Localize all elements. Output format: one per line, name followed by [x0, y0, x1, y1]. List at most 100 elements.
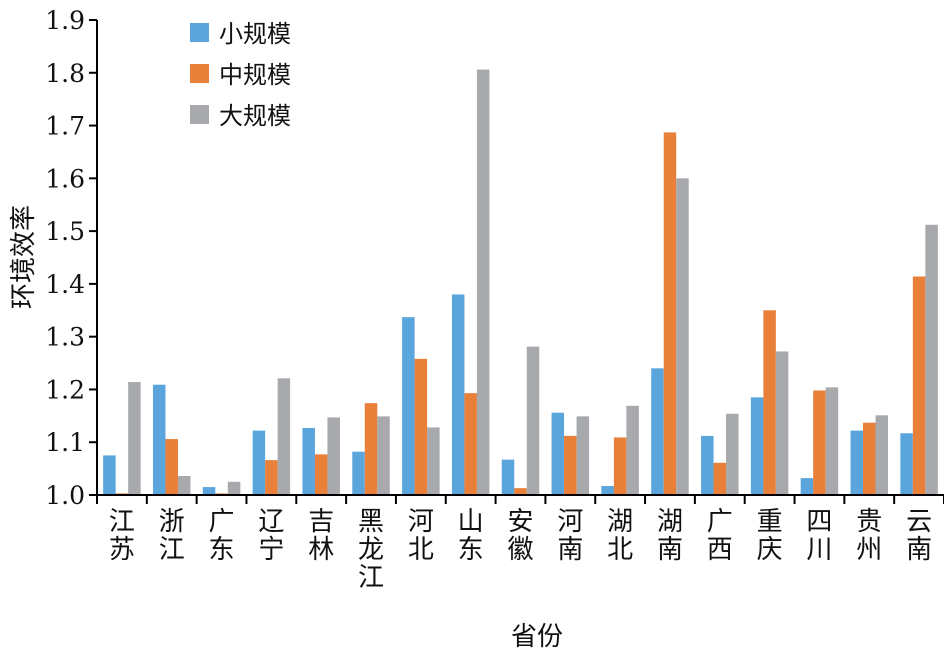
bar-小规模-四川	[800, 478, 814, 495]
svg-text:黑龙江: 黑龙江	[358, 507, 384, 593]
bar-小规模-贵州	[850, 430, 864, 495]
bar-小规模-广东	[202, 487, 216, 495]
y-tick-label: 1.5	[45, 217, 85, 246]
bar-大规模-辽宁	[277, 378, 291, 495]
x-tick-label: 安徽	[507, 507, 533, 565]
bar-小规模-山东	[451, 294, 465, 495]
bar-中规模-安徽	[514, 488, 527, 495]
svg-text:云南: 云南	[906, 507, 932, 565]
bar-大规模-江苏	[128, 382, 141, 495]
bar-中规模-四川	[813, 390, 826, 495]
bar-大规模-广东	[227, 481, 241, 495]
svg-text:贵州: 贵州	[856, 507, 882, 565]
bar-大规模-广西	[726, 413, 739, 495]
bar-大规模-安徽	[526, 346, 540, 495]
x-tick-label: 重庆	[757, 507, 783, 565]
bar-小规模-辽宁	[252, 430, 266, 495]
bar-小规模-湖南	[651, 368, 664, 495]
bar-中规模-辽宁	[265, 460, 278, 495]
legend-label: 大规模	[219, 102, 291, 130]
x-tick-label: 黑龙江	[358, 507, 384, 593]
bar-大规模-四川	[825, 387, 839, 495]
svg-text:四川: 四川	[806, 507, 832, 565]
bar-大规模-贵州	[875, 415, 889, 495]
bars-layer	[103, 69, 938, 496]
bar-大规模-湖南	[676, 178, 689, 496]
legend-label: 中规模	[219, 61, 291, 89]
axes-layer: 1.0 1.1 1.2 1.3 1.4 1.5 1.6 1.7 1.8 1.9 江苏浙江广东辽宁吉林…	[45, 6, 944, 593]
bar-中规模-湖南	[663, 132, 677, 495]
bar-小规模-安徽	[501, 459, 515, 495]
svg-text:江苏: 江苏	[109, 507, 135, 565]
legend-swatch-大规模	[190, 105, 209, 124]
x-tick-label: 湖北	[607, 507, 633, 565]
svg-text:河北: 河北	[408, 507, 434, 565]
x-axis-title: 省份	[511, 622, 563, 652]
legend-label: 小规模	[219, 20, 291, 48]
bar-中规模-河南	[564, 435, 577, 495]
bar-中规模-云南	[912, 276, 926, 495]
y-tick-label: 1.6	[45, 164, 85, 193]
bar-中规模-湖北	[613, 437, 627, 495]
bar-小规模-广西	[701, 435, 714, 495]
bar-大规模-河南	[576, 416, 590, 495]
x-tick-label: 贵州	[856, 507, 882, 565]
y-tick-label: 1.2	[45, 375, 85, 404]
bar-大规模-湖北	[626, 405, 639, 495]
y-tick-label: 1.1	[45, 428, 85, 457]
bar-小规模-河南	[551, 412, 565, 495]
x-tick-label: 浙江	[159, 507, 185, 565]
x-tick-label: 广西	[707, 507, 733, 565]
bar-大规模-浙江	[177, 476, 191, 495]
bar-小规模-湖北	[601, 486, 614, 495]
bar-大规模-河北	[427, 427, 440, 495]
bar-中规模-重庆	[763, 310, 776, 495]
y-tick-label: 1.8	[45, 59, 85, 88]
x-tick-label: 湖南	[657, 507, 683, 565]
bar-中规模-山东	[464, 393, 477, 495]
x-tick-label: 河南	[557, 507, 583, 565]
x-tick-label: 江苏	[109, 507, 135, 565]
svg-text:湖南: 湖南	[657, 507, 683, 565]
bar-大规模-黑龙江	[377, 416, 390, 495]
bar-小规模-黑龙江	[352, 451, 365, 495]
x-tick-label: 河北	[408, 507, 434, 565]
y-axis-title: 环境效率	[9, 205, 39, 309]
x-tick-label: 吉林	[308, 507, 334, 565]
x-tick-label: 云南	[906, 507, 932, 565]
svg-text:广东: 广东	[209, 507, 235, 565]
bar-大规模-云南	[925, 224, 938, 495]
svg-text:广西: 广西	[707, 507, 733, 565]
y-tick-label: 1.3	[45, 323, 85, 352]
y-tick-label: 1.9	[45, 6, 85, 35]
bar-中规模-黑龙江	[364, 403, 378, 495]
x-tick-label: 山东	[458, 507, 484, 565]
bar-小规模-云南	[900, 433, 913, 495]
svg-text:浙江: 浙江	[159, 507, 185, 565]
bar-小规模-江苏	[103, 455, 116, 495]
x-tick-label: 广东	[209, 507, 235, 565]
x-tick-label: 四川	[806, 507, 832, 565]
bar-小规模-吉林	[302, 427, 315, 495]
y-tick-label: 1.0	[45, 481, 85, 510]
svg-text:辽宁: 辽宁	[258, 507, 284, 565]
legend-swatch-小规模	[190, 23, 209, 42]
bar-小规模-浙江	[152, 384, 166, 495]
bar-小规模-重庆	[750, 397, 764, 495]
legend-swatch-中规模	[190, 64, 209, 83]
y-tick-label: 1.7	[45, 112, 85, 141]
svg-text:山东: 山东	[458, 507, 484, 565]
svg-text:安徽: 安徽	[507, 507, 533, 565]
svg-text:湖北: 湖北	[607, 507, 633, 565]
bar-中规模-广西	[713, 462, 727, 495]
bar-大规模-吉林	[327, 417, 340, 495]
bar-小规模-河北	[402, 317, 415, 495]
bar-大规模-山东	[476, 69, 490, 495]
bar-大规模-重庆	[775, 351, 789, 495]
bar-中规模-浙江	[165, 439, 178, 495]
bar-中规模-贵州	[863, 422, 876, 495]
bar-中规模-吉林	[314, 454, 328, 495]
bar-中规模-河北	[414, 358, 428, 495]
